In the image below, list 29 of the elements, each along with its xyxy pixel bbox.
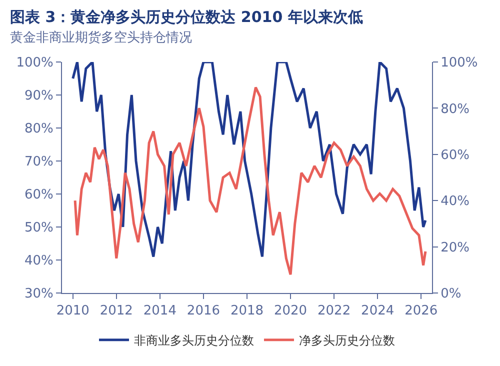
y-tick-label: 50% — [24, 220, 54, 236]
x-tick-label: 2022 — [318, 304, 351, 319]
y-tick-label: 100% — [16, 56, 54, 71]
x-tick-label: 2020 — [274, 304, 308, 319]
x-tick-label: 2010 — [56, 304, 90, 319]
y-tick-label: 60% — [24, 188, 54, 203]
y2-tick-label: 20% — [440, 240, 470, 256]
chart-subtitle: 黄金非商业期货多空头持仓情况 — [10, 30, 192, 46]
y2-tick-label: 100% — [440, 56, 478, 71]
legend-label: 非商业多头历史分位数 — [134, 334, 254, 348]
line-series — [74, 86, 427, 276]
y-tick-label: 30% — [24, 286, 54, 302]
line-series — [72, 62, 427, 258]
x-tick-label: 2018 — [230, 304, 264, 319]
x-tick-label: 2026 — [404, 304, 438, 319]
y-tick-label: 90% — [24, 88, 54, 104]
y2-tick-label: 40% — [440, 194, 470, 210]
x-tick-label: 2014 — [143, 304, 176, 319]
x-tick-label: 2024 — [361, 304, 394, 319]
y-tick-label: 40% — [24, 254, 54, 269]
y-tick-label: 70% — [24, 154, 54, 170]
y2-tick-label: 80% — [440, 102, 470, 117]
x-tick-label: 2012 — [100, 304, 133, 319]
y2-tick-label: 60% — [440, 148, 470, 163]
y2-tick-label: 0% — [440, 286, 462, 302]
chart-title: 图表 3：黄金净多头历史分位数达 2010 年以来次低 — [10, 8, 363, 26]
y-tick-label: 80% — [24, 122, 54, 137]
x-tick-label: 2016 — [186, 304, 220, 319]
legend-label: 净多头历史分位数 — [299, 334, 395, 348]
